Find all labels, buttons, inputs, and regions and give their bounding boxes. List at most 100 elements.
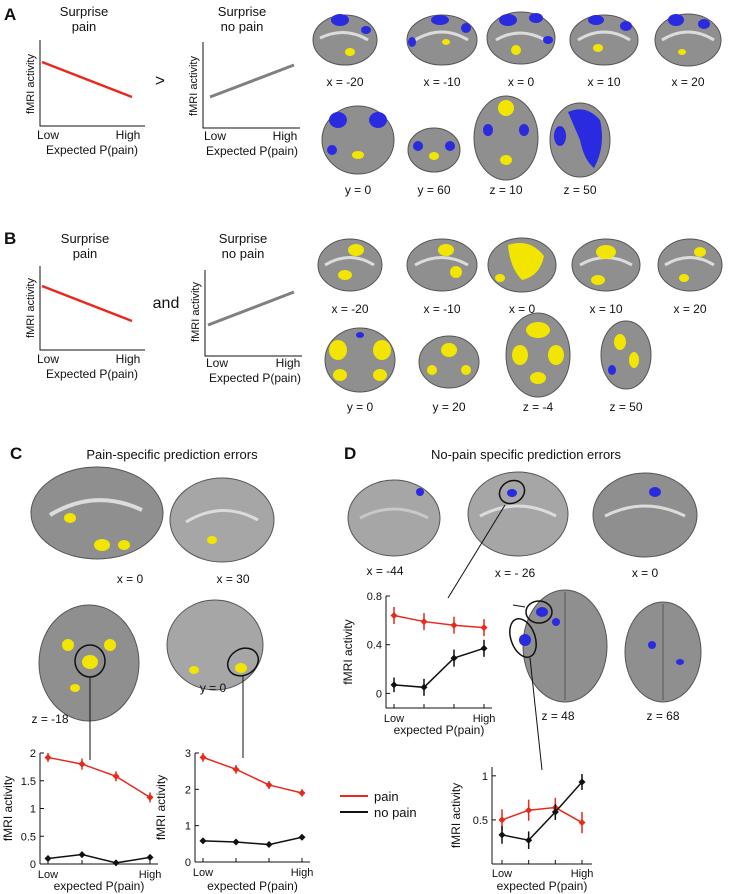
data-point-no-pain bbox=[578, 778, 586, 786]
data-point-pain bbox=[498, 816, 506, 824]
roi-circle bbox=[226, 647, 260, 677]
brain-slice-c-z-minus18 bbox=[38, 604, 140, 722]
schema-a-left: Surprise pain fMRI activity Low High Exp… bbox=[25, 4, 145, 157]
slice-label: z = 48 bbox=[541, 709, 574, 723]
brain-slice-b-y-20 bbox=[418, 335, 480, 389]
data-point-no-pain bbox=[44, 854, 52, 862]
data-point-pain bbox=[578, 819, 586, 827]
y-tick-label: 0 bbox=[30, 859, 36, 871]
data-point-pain bbox=[390, 611, 398, 619]
x-axis-label: expected P(pain) bbox=[54, 879, 145, 893]
y-axis-label: fMRI activity bbox=[1, 776, 15, 841]
slice-label: x = 0 bbox=[509, 302, 536, 316]
y-tick-label: 0 bbox=[185, 857, 191, 869]
brain-slice-b-x-10 bbox=[571, 238, 641, 292]
schema-x-high: High bbox=[273, 129, 298, 143]
slice-label: z = 50 bbox=[563, 183, 596, 197]
slice-label: y = 0 bbox=[347, 400, 374, 414]
schema-x-high: High bbox=[116, 128, 141, 142]
brain-slice-d-z-68 bbox=[624, 601, 702, 703]
schema-axes bbox=[39, 266, 145, 351]
panel-title-d: No-pain specific prediction errors bbox=[431, 447, 622, 462]
data-point-pain bbox=[420, 618, 428, 626]
y-tick-label: 0.4 bbox=[367, 640, 382, 652]
data-point-no-pain bbox=[112, 859, 120, 867]
brain-slice-a-z-10 bbox=[473, 95, 539, 181]
roi-connector-line bbox=[447, 504, 506, 599]
y-tick-label: 0.5 bbox=[473, 815, 488, 827]
legend-label-pain: pain bbox=[374, 789, 399, 804]
schema-title-line2: pain bbox=[72, 19, 97, 34]
schema-b-right: Surprise no pain fMRI activity Low High … bbox=[190, 231, 302, 385]
series-line-no-pain bbox=[202, 836, 303, 846]
legend: pain no pain bbox=[340, 789, 417, 820]
schema-axes bbox=[39, 40, 145, 127]
slice-label: y = 60 bbox=[417, 183, 450, 197]
schema-xlabel: Expected P(pain) bbox=[206, 144, 298, 158]
x-tick-label-high: High bbox=[139, 869, 162, 881]
brain-slice-a-x-minus10 bbox=[406, 14, 478, 66]
x-axis-label: expected P(pain) bbox=[207, 879, 298, 893]
data-point-no-pain bbox=[450, 654, 458, 662]
y-tick-label: 1 bbox=[30, 804, 36, 816]
series-line-pain bbox=[393, 614, 485, 629]
y-tick-label: 0 bbox=[376, 688, 382, 700]
brain-slice-a-y-60 bbox=[407, 127, 461, 173]
brain-slice-b-x-0 bbox=[487, 237, 557, 293]
schema-line-increasing bbox=[209, 63, 295, 99]
schema-x-low: Low bbox=[37, 352, 59, 366]
y-axis-label: fMRI activity bbox=[154, 775, 168, 840]
schema-line-increasing bbox=[207, 290, 295, 327]
roi-circle bbox=[525, 600, 553, 624]
roi-connector-line bbox=[512, 604, 526, 608]
comparison-operator-and: and bbox=[153, 295, 180, 312]
x-axis-label: expected P(pain) bbox=[394, 723, 485, 737]
panel-letter-d: D bbox=[344, 444, 356, 463]
data-point-no-pain bbox=[498, 831, 506, 839]
slice-label: z = 50 bbox=[609, 400, 642, 414]
slice-label: x = 20 bbox=[673, 302, 706, 316]
legend-label-no-pain: no pain bbox=[374, 805, 417, 820]
schema-x-low: Low bbox=[37, 128, 59, 142]
schema-line-decreasing bbox=[41, 60, 133, 99]
brain-slice-b-y-0 bbox=[324, 327, 396, 393]
data-point-no-pain bbox=[390, 681, 398, 689]
brain-slice-b-x-minus10 bbox=[406, 238, 478, 292]
schema-title-line2: no pain bbox=[222, 246, 265, 261]
panel-letter-a: A bbox=[4, 5, 16, 24]
slice-label: y = 20 bbox=[432, 400, 465, 414]
brain-slice-d-z-48 bbox=[509, 589, 608, 703]
slice-label: x = -20 bbox=[331, 302, 368, 316]
y-tick-label: 2 bbox=[30, 748, 36, 760]
slice-label: y = 0 bbox=[200, 681, 227, 695]
brain-slice-a-x-10 bbox=[569, 14, 639, 66]
slice-label: x = 0 bbox=[117, 572, 144, 586]
schema-a-right: Surprise no pain fMRI activity Low High … bbox=[188, 4, 300, 158]
roi-circle bbox=[498, 479, 526, 505]
x-tick-label-high: High bbox=[291, 867, 314, 879]
schema-x-low: Low bbox=[206, 356, 228, 370]
data-point-no-pain bbox=[525, 836, 533, 844]
data-point-pain bbox=[44, 753, 52, 761]
schema-ylabel: fMRI activity bbox=[190, 282, 202, 342]
x-tick-label-low: Low bbox=[38, 869, 58, 881]
schema-title-line1: Surprise bbox=[219, 231, 267, 246]
brain-slice-c-x-0 bbox=[30, 466, 164, 560]
y-axis-label: fMRI activity bbox=[449, 783, 463, 848]
brain-slice-a-x-minus20 bbox=[312, 14, 378, 66]
brain-slice-c-y-0 bbox=[166, 599, 264, 691]
slice-label: x = -10 bbox=[423, 302, 460, 316]
brain-slice-d-x-0 bbox=[592, 472, 698, 558]
brain-slice-b-x-20 bbox=[657, 238, 723, 292]
brain-slice-d-x-minus44 bbox=[347, 479, 441, 557]
data-point-no-pain bbox=[551, 808, 559, 816]
x-tick-label-high: High bbox=[571, 868, 594, 880]
slice-label: x = 0 bbox=[508, 75, 535, 89]
slice-label: z = -18 bbox=[31, 712, 68, 726]
data-point-pain bbox=[525, 806, 533, 814]
roi-connector-line bbox=[529, 657, 543, 771]
